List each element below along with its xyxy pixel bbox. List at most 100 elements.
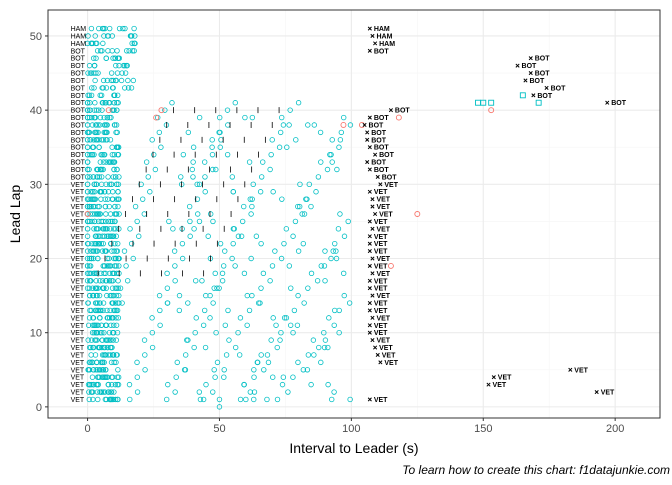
field-point — [86, 367, 93, 373]
field-point — [95, 374, 102, 380]
field-point — [290, 329, 296, 336]
field-point — [141, 211, 147, 217]
field-point — [311, 352, 317, 358]
lapped-marker-label: HAM — [376, 33, 392, 40]
field-point — [100, 389, 106, 395]
field-point — [125, 85, 132, 91]
field-point — [243, 396, 249, 403]
field-point — [235, 329, 241, 336]
lapped-marker-label: VET — [376, 197, 390, 204]
field-point — [317, 129, 324, 136]
field-point — [95, 396, 101, 403]
field-point — [268, 151, 274, 158]
field-point — [132, 33, 138, 39]
lapped-marker-label: VET — [374, 234, 388, 241]
field-point — [232, 263, 238, 269]
field-point — [84, 270, 91, 277]
field-point — [107, 292, 113, 299]
field-point — [281, 315, 288, 321]
leader-code-label: VET — [71, 286, 85, 293]
lapped-marker-label: BOT — [535, 56, 551, 63]
lapped-marker-label: VET — [374, 278, 388, 285]
field-point — [123, 263, 129, 269]
field-point — [221, 374, 227, 380]
field-point — [108, 233, 114, 239]
field-point — [258, 174, 265, 180]
field-point — [157, 322, 163, 328]
grid-layer — [48, 10, 660, 418]
field-point — [277, 129, 284, 136]
field-point — [106, 329, 113, 336]
field-point — [84, 278, 91, 284]
field-point — [116, 292, 122, 299]
field-point — [331, 389, 337, 395]
field-point — [84, 203, 91, 210]
field-point — [101, 352, 107, 358]
field-point — [229, 174, 236, 180]
leader-code-label: BOT — [71, 100, 86, 107]
lapped-marker-label: VET — [374, 263, 388, 270]
field-point — [341, 233, 348, 239]
lapped-marker-label: VET — [374, 241, 388, 248]
field-point — [224, 151, 231, 158]
lapped-marker-label: BOT — [529, 78, 545, 85]
field-point — [212, 270, 218, 277]
field-point — [274, 396, 281, 403]
field-point — [272, 248, 278, 254]
field-point — [92, 77, 98, 84]
lapped-marker — [365, 137, 370, 142]
field-point — [194, 196, 201, 202]
field-point — [92, 218, 98, 225]
field-point — [113, 337, 120, 343]
field-point — [217, 144, 223, 150]
y-tick-label: 50 — [30, 31, 42, 43]
field-point — [86, 62, 93, 69]
field-point — [221, 367, 227, 373]
field-point — [95, 255, 101, 262]
field-point — [98, 196, 104, 202]
field-point — [246, 307, 253, 314]
field-point — [114, 144, 120, 150]
field-point — [92, 352, 99, 358]
field-point — [128, 33, 134, 39]
lapped-marker-label: BOT — [537, 93, 553, 100]
field-point — [290, 233, 296, 239]
lapped-marker-label: VET — [376, 315, 390, 322]
field-point — [101, 151, 108, 158]
field-point — [101, 122, 108, 128]
leader-code-label: VET — [71, 197, 85, 204]
pit-point — [488, 107, 495, 114]
field-point — [196, 181, 203, 188]
leader-code-label: BOT — [71, 108, 86, 115]
lapped-marker-label: BOT — [374, 145, 390, 152]
leader-code-label: VET — [71, 219, 85, 226]
pit-point — [414, 211, 421, 217]
field-point — [270, 315, 276, 321]
field-point — [251, 367, 257, 373]
lapped-marker — [370, 256, 375, 261]
field-point — [90, 255, 97, 262]
field-point — [186, 203, 193, 210]
field-point — [191, 344, 197, 351]
field-point — [187, 233, 193, 239]
pit-point — [395, 114, 402, 121]
field-point — [88, 248, 94, 254]
lapped-marker — [528, 71, 533, 76]
field-point — [213, 166, 219, 173]
marks-layer: VETVETVETVETVETVETVETVETVETVETVETVETVETV… — [71, 26, 627, 404]
leader-code-label: VET — [71, 338, 85, 345]
field-point — [107, 226, 113, 232]
field-point — [220, 263, 227, 269]
field-point — [110, 329, 117, 336]
field-point — [88, 189, 94, 195]
field-point — [88, 381, 94, 388]
lapped-marker — [594, 389, 599, 395]
lapped-marker-label: BOT — [535, 71, 551, 78]
field-point — [92, 307, 98, 314]
field-point — [109, 218, 116, 225]
leader-code-label: VET — [71, 301, 85, 308]
field-point — [322, 337, 329, 343]
field-point — [95, 285, 101, 291]
field-point — [88, 70, 95, 76]
